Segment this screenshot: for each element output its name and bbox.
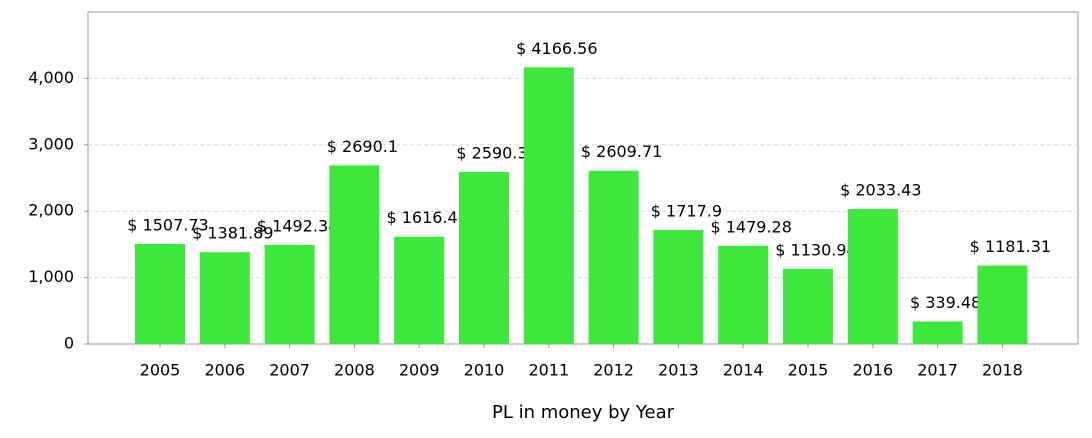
x-tick-label: 2010	[464, 361, 505, 380]
bar	[264, 244, 315, 344]
x-tick-label: 2005	[140, 361, 181, 380]
bar	[588, 170, 639, 344]
x-tick-label: 2009	[399, 361, 440, 380]
y-tick-label: 0	[64, 334, 74, 353]
value-label: $ 1130.94	[775, 240, 856, 259]
x-tick-label: 2013	[658, 361, 699, 380]
bar	[135, 243, 185, 344]
bar	[653, 229, 704, 344]
y-tick-label: 3,000	[28, 134, 74, 153]
x-tick-label: 2011	[528, 361, 569, 380]
value-label: $ 1381.89	[192, 224, 273, 243]
value-label: $ 2609.71	[581, 142, 662, 161]
x-tick-label: 2017	[917, 361, 958, 380]
value-label: $ 4166.56	[516, 39, 597, 58]
bar	[523, 67, 574, 344]
bar	[329, 165, 380, 344]
x-axis-label: PL in money by Year	[492, 402, 675, 423]
bar	[912, 321, 963, 344]
x-tick-label: 2007	[269, 361, 310, 380]
value-label: $ 1181.31	[970, 237, 1051, 256]
x-tick-label: 2006	[204, 361, 245, 380]
y-tick-label: 1,000	[28, 267, 74, 286]
value-label: $ 2590.3	[456, 144, 527, 163]
bar	[847, 208, 898, 344]
x-tick-label: 2014	[723, 361, 764, 380]
value-label: $ 339.48	[910, 293, 981, 312]
bar	[199, 252, 250, 344]
bar	[394, 236, 445, 344]
value-label: $ 2033.43	[840, 180, 921, 199]
plot-frame	[87, 11, 1079, 345]
x-tick-label: 2012	[593, 361, 634, 380]
value-label: $ 1492.34	[257, 216, 338, 235]
bar	[977, 265, 1028, 344]
value-label: $ 2690.1	[327, 137, 398, 156]
y-tick-label: 4,000	[28, 68, 74, 87]
bar	[718, 245, 769, 344]
value-label: $ 1507.73	[127, 215, 208, 234]
value-label: $ 1479.28	[710, 217, 791, 236]
value-label: $ 1717.9	[651, 201, 722, 220]
y-tick-label: 2,000	[28, 201, 74, 220]
x-tick-label: 2015	[788, 361, 829, 380]
x-tick-label: 2016	[852, 361, 893, 380]
x-tick-label: 2018	[982, 361, 1023, 380]
bar	[459, 172, 509, 344]
x-tick-label: 2008	[334, 361, 375, 380]
bar	[783, 268, 833, 344]
value-label: $ 1616.42	[386, 208, 467, 227]
